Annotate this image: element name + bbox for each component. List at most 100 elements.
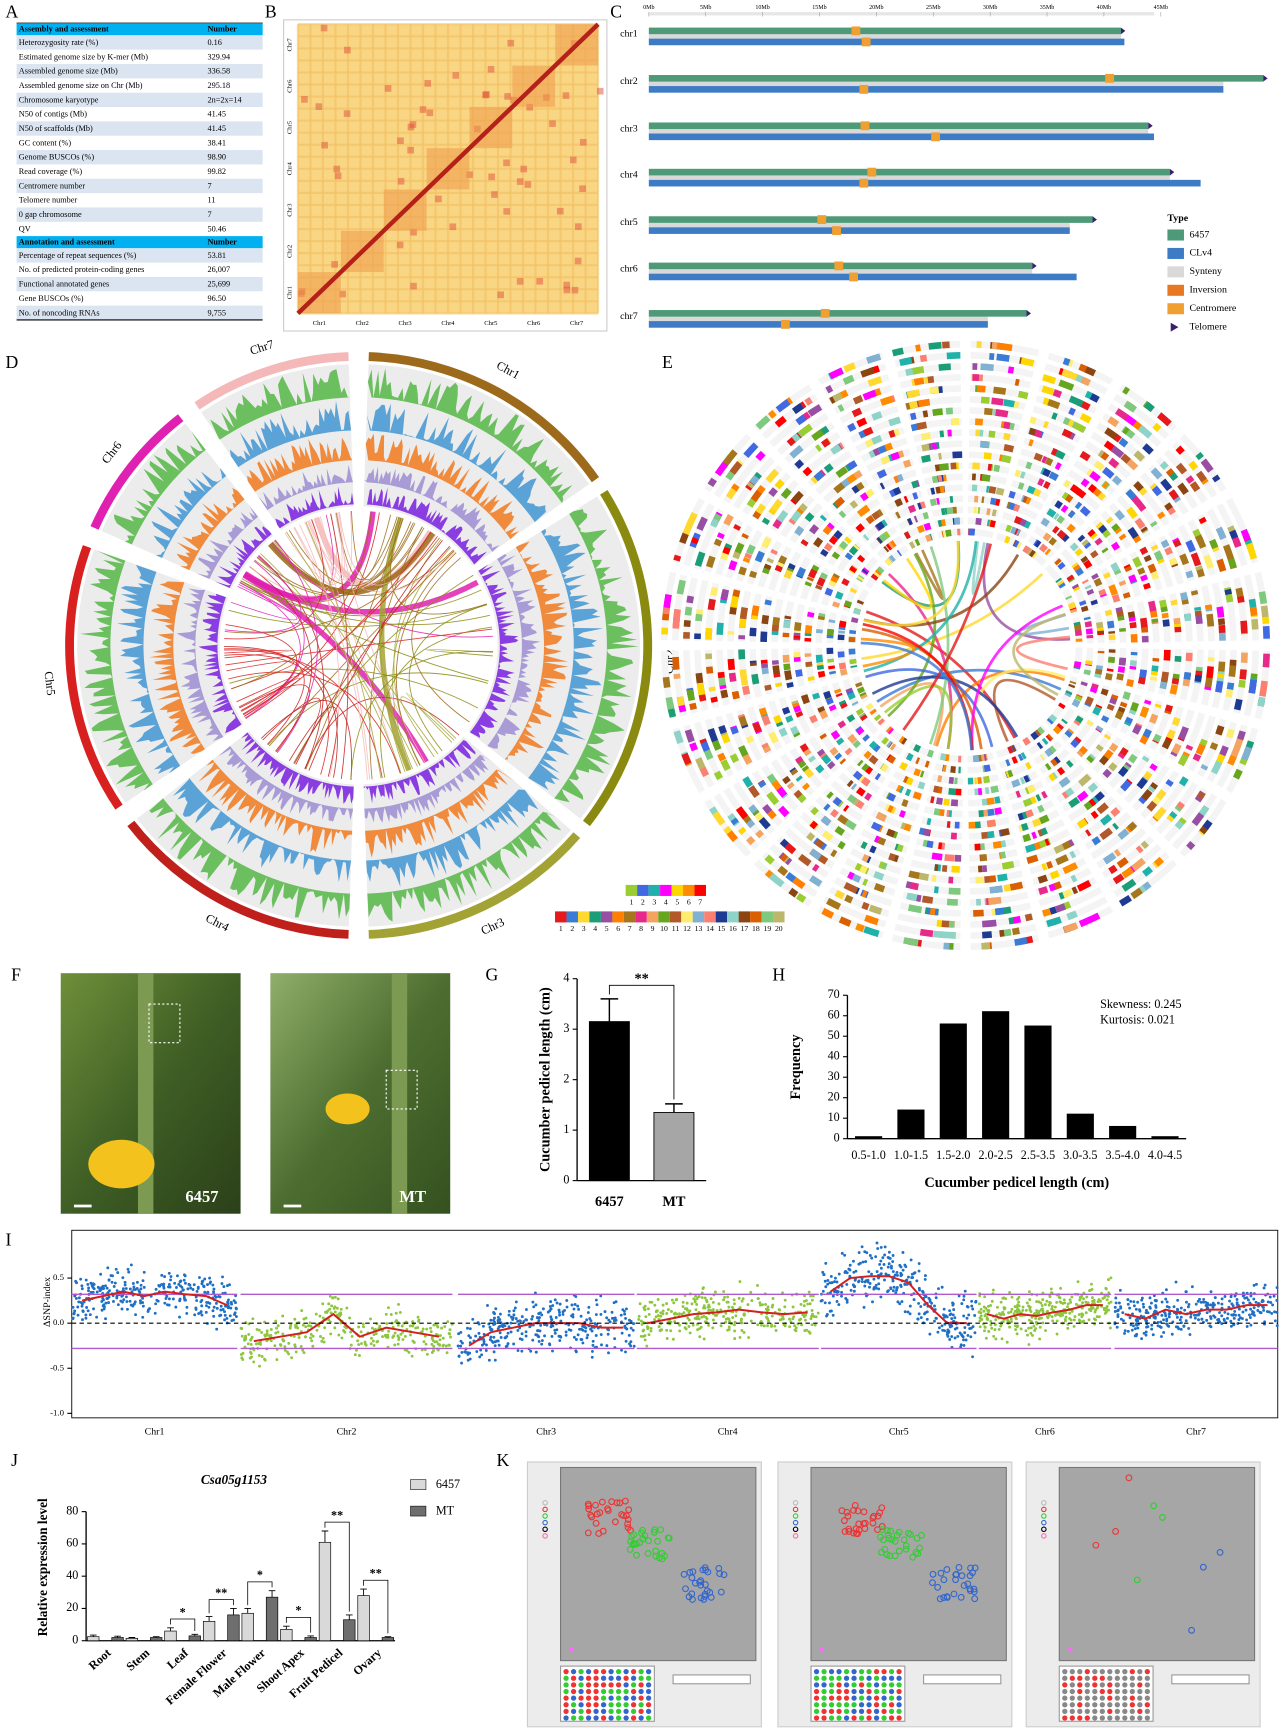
wheel-block	[953, 517, 961, 525]
snp-dot	[733, 1320, 737, 1324]
chr-label: chr4	[620, 170, 638, 181]
wheel-block	[728, 672, 737, 682]
plate-well	[608, 1702, 614, 1708]
wheel-block	[1068, 796, 1081, 808]
wheel-block	[1176, 801, 1185, 810]
centromere	[834, 261, 844, 271]
circos-chr-label: Chr1	[494, 358, 522, 382]
table-cell: Heterozygosity rate (%)	[19, 38, 99, 47]
snp-dot	[654, 1315, 658, 1319]
snp-dot	[482, 1342, 486, 1346]
heatmap-spot	[596, 87, 604, 95]
plate-well	[1099, 1668, 1105, 1675]
snp-dot	[844, 1297, 848, 1300]
wheel-block	[948, 429, 952, 437]
wheel-block	[1229, 529, 1239, 540]
snp-dot	[336, 1297, 340, 1301]
wheel-block	[1097, 650, 1105, 654]
wheel-block	[834, 889, 845, 900]
plate-well	[1107, 1695, 1113, 1701]
wheel-block	[1132, 556, 1143, 568]
snp-dot	[781, 1291, 784, 1295]
wheel-block	[1130, 701, 1140, 712]
wheel-block	[816, 577, 826, 587]
snp-dot	[112, 1300, 115, 1303]
snp-dot	[1050, 1305, 1054, 1308]
legend-dot	[1041, 1533, 1047, 1539]
genotype-dot	[918, 1531, 925, 1539]
plate-well	[881, 1688, 887, 1695]
wheel-block	[1195, 470, 1207, 483]
snp-dot	[329, 1332, 333, 1336]
wheel-track	[969, 848, 1018, 862]
snp-dot	[723, 1295, 726, 1299]
snp-dot	[726, 1328, 730, 1332]
snp-dot	[889, 1287, 893, 1291]
snp-dot	[823, 1279, 827, 1283]
wheel-block	[1067, 601, 1077, 610]
wheel-block	[1003, 432, 1011, 441]
wheel-block	[1013, 540, 1020, 548]
wheel-block	[730, 483, 740, 492]
wheel-block	[851, 485, 860, 494]
snp-dot	[135, 1286, 139, 1290]
snp-dot	[191, 1288, 195, 1291]
snp-dot	[520, 1332, 524, 1336]
wheel-block	[1011, 744, 1017, 752]
snp-dot	[971, 1355, 975, 1359]
snp-dot	[84, 1313, 88, 1317]
snp-dot	[331, 1296, 335, 1300]
y-tick-label: -1.0	[50, 1407, 65, 1417]
bar	[1151, 1136, 1179, 1140]
snp-dot	[705, 1298, 708, 1302]
photo-bg	[270, 973, 451, 1214]
snp-dot	[863, 1284, 867, 1288]
plot-area	[1058, 1466, 1256, 1662]
wheel-block	[826, 897, 842, 910]
wheel-track	[1155, 456, 1199, 510]
wheel-block	[1089, 393, 1100, 403]
snp-dot	[960, 1302, 964, 1306]
wheel-block	[1086, 634, 1094, 639]
wheel-block	[749, 627, 757, 637]
wheel-block	[990, 497, 997, 506]
wheel-block	[1123, 720, 1132, 727]
snp-dot	[445, 1351, 449, 1355]
wheel-block	[943, 798, 950, 806]
table-cell: 25,699	[207, 280, 230, 289]
plate-well	[858, 1668, 865, 1675]
wheel-block	[1026, 854, 1039, 864]
snp-dot	[250, 1335, 254, 1339]
genotype-dot	[900, 1536, 908, 1544]
snp-dot	[677, 1312, 681, 1316]
wheel-track	[967, 763, 997, 774]
wheel-block	[690, 537, 699, 545]
wheel-block	[1023, 520, 1032, 529]
wheel-block	[1003, 444, 1015, 453]
plate-well	[843, 1688, 850, 1695]
heatmap-diagonal	[296, 22, 600, 315]
snp-dot	[910, 1272, 914, 1276]
legend-label: 6457	[1189, 229, 1209, 240]
heatmap-label: Chr6	[287, 79, 294, 93]
wheel-block	[1070, 738, 1080, 749]
snp-dot	[386, 1333, 390, 1337]
snp-dot	[573, 1303, 577, 1306]
plate-well	[1062, 1668, 1068, 1675]
x-tick-label: 5Mb	[700, 5, 711, 11]
wheel-block	[826, 760, 836, 770]
snp-dot	[801, 1313, 805, 1317]
snp-dot	[783, 1298, 787, 1302]
chr-label: chr5	[620, 217, 638, 228]
snp-dot	[672, 1301, 676, 1305]
wheel-block	[1250, 673, 1258, 680]
genotype-dot	[884, 1531, 892, 1539]
wheel-link	[902, 543, 993, 731]
snp-dot	[594, 1313, 598, 1316]
chr-bar	[648, 27, 1121, 35]
wheel-block	[1190, 590, 1199, 596]
wheel-block	[922, 410, 929, 418]
wheel-block	[700, 741, 710, 752]
circos-track	[487, 554, 541, 749]
wheel-block	[972, 374, 980, 381]
